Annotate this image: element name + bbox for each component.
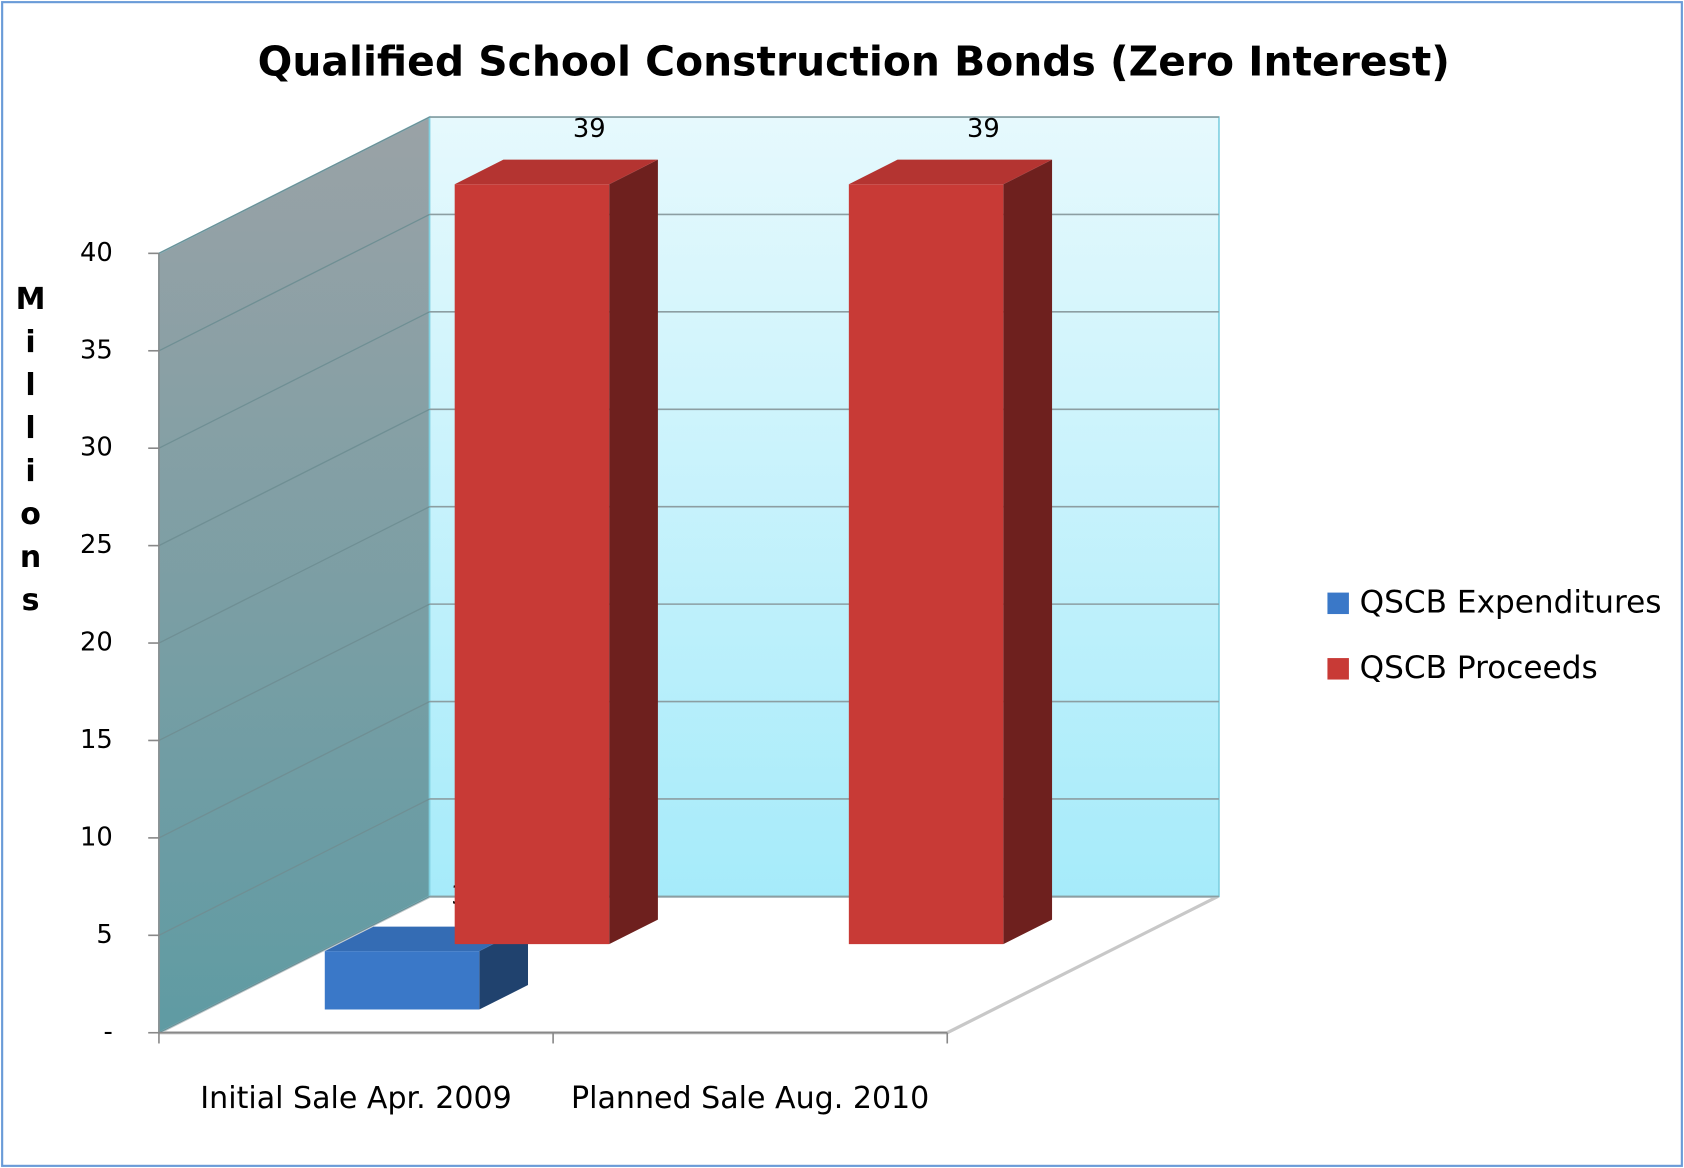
x-tick-label: Planned Sale Aug. 2010 [571,1081,929,1116]
grid-line [158,116,430,254]
chart-title: Qualified School Construction Bonds (Zer… [258,37,1450,85]
y-tick-label: 35 [80,335,113,365]
y-tick-label: 40 [80,238,113,268]
bar-side [609,159,658,945]
data-label: 39 [573,114,606,144]
bar-top [454,159,658,185]
plot-area: 33939 [148,114,1220,1044]
bar-top [848,159,1053,185]
grid-line [158,798,430,936]
y-tick-label: 5 [96,920,112,950]
y-tick-label: 25 [80,530,113,560]
y-tick-label: 30 [80,433,113,463]
bar-front [454,184,610,945]
y-tick-label: 20 [80,628,113,658]
bar-side [1003,159,1053,945]
y-axis-label: Millions [13,282,48,626]
y-tick-label: 15 [80,725,113,755]
x-tick-label: Initial Sale Apr. 2009 [200,1081,511,1116]
y-tick-label: - [103,1017,112,1047]
data-label: 39 [967,114,1000,144]
bar-front [324,951,480,1010]
legend-swatch [1327,658,1349,680]
grid-line [158,311,430,449]
grid-line [158,700,430,839]
grid-line [158,213,430,352]
bar-side [479,926,529,1010]
y-tick-label: 10 [80,822,113,852]
legend-label: QSCB Expenditures [1360,584,1662,620]
grid-line [158,506,430,644]
bar-front [848,184,1004,945]
grid-line [158,603,430,742]
grid-line [158,408,430,547]
legend-swatch [1327,592,1349,615]
grid-line [158,895,430,1034]
legend-label: QSCB Proceeds [1360,650,1598,686]
